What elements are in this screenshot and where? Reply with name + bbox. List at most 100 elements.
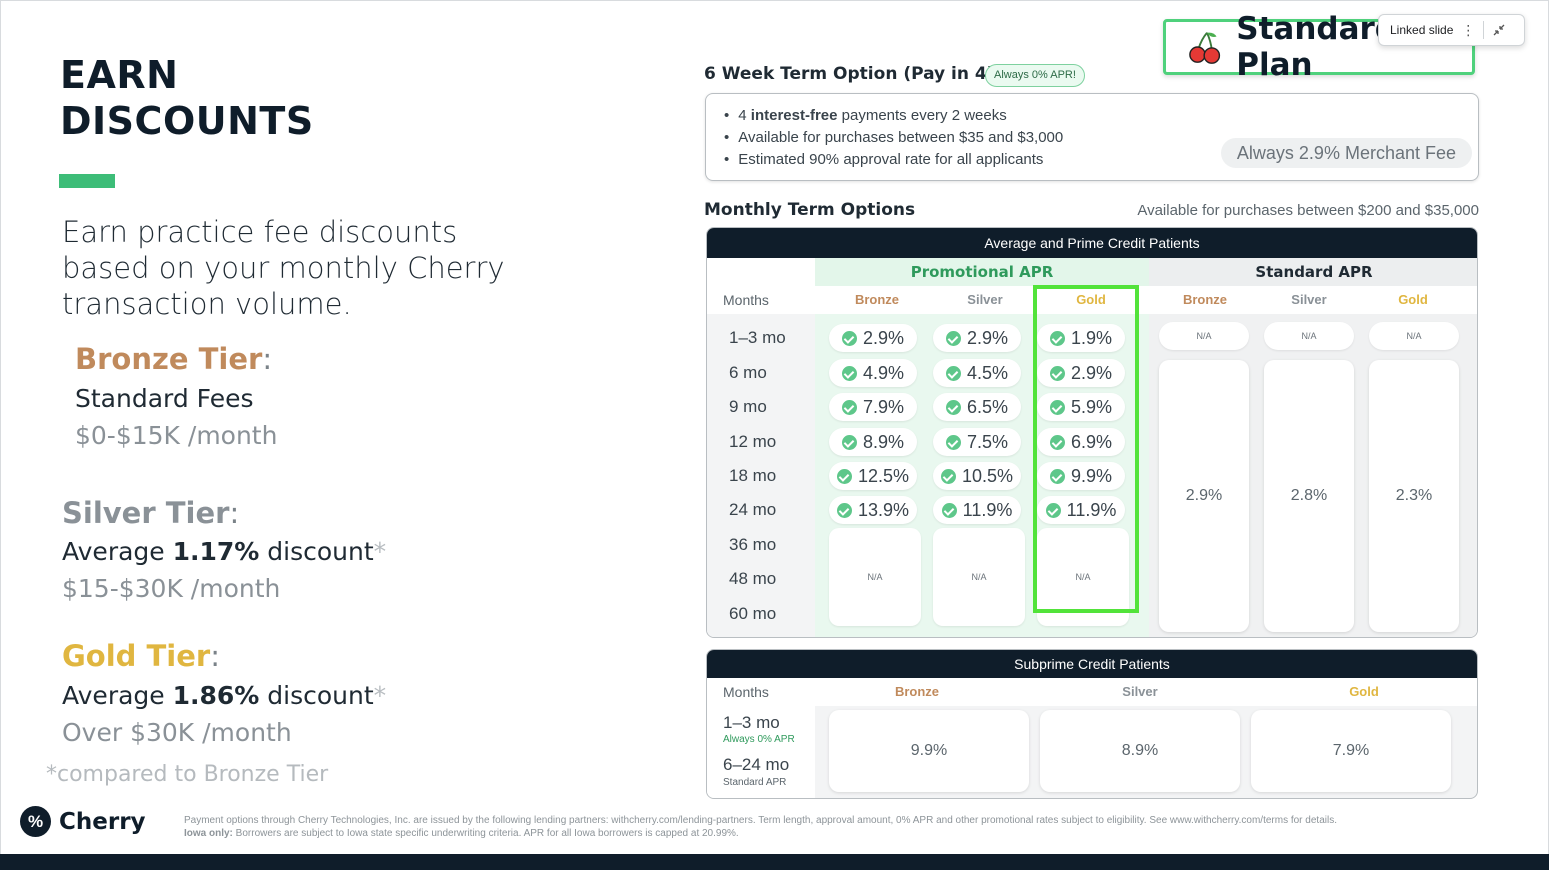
check-icon — [945, 365, 961, 381]
check-icon — [1045, 502, 1061, 518]
subprime-row2-month: 6–24 mo — [723, 755, 790, 774]
check-icon — [841, 399, 857, 415]
subprime-silver-cell: 8.9% — [1040, 710, 1240, 792]
check-icon — [1049, 434, 1065, 450]
subprime-bronze-cell: 9.9% — [829, 710, 1029, 792]
standard-gold-cell: 2.3% — [1369, 360, 1459, 632]
rate-cell: 12.5% — [829, 462, 917, 490]
rate-cell: 2.9% — [829, 324, 917, 352]
rate-cell: 7.9% — [829, 393, 917, 421]
check-icon — [940, 468, 956, 484]
rate-cell: 1.9% — [1037, 324, 1125, 352]
na-cell: N/A — [1264, 322, 1354, 350]
rate-cell: 11.9% — [933, 496, 1021, 524]
rate-cell: 6.5% — [933, 393, 1021, 421]
zero-apr-pill: Always 0% APR! — [985, 64, 1085, 87]
six-week-bullet-2: Available for purchases between $35 and … — [724, 127, 1063, 149]
cherry-logo: % Cherry — [20, 806, 146, 837]
promo-apr-header: Promotional APR — [815, 258, 1149, 286]
check-icon — [1049, 365, 1065, 381]
month-label: 24 mo — [729, 500, 777, 519]
promo-bronze-header: Bronze — [854, 292, 900, 307]
collapse-icon[interactable] — [1492, 23, 1506, 37]
check-icon — [836, 468, 852, 484]
logo-text: Cherry — [59, 808, 146, 835]
standard-silver-cell: 2.8% — [1264, 360, 1354, 632]
subprime-title: Subprime Credit Patients — [707, 650, 1477, 678]
month-label: 9 mo — [729, 397, 767, 416]
title-line-2: DISCOUNTS — [60, 99, 314, 143]
std-gold-header: Gold — [1398, 292, 1428, 307]
check-icon — [1049, 399, 1065, 415]
subprime-silver-header: Silver — [1122, 684, 1158, 699]
six-week-title: 6 Week Term Option (Pay in 4) — [704, 64, 995, 84]
title-line-1: EARN — [60, 53, 179, 97]
gold-column-highlight — [1033, 285, 1139, 613]
check-icon — [945, 399, 961, 415]
rate-cell: 7.5% — [933, 428, 1021, 456]
month-label: 1–3 mo — [729, 328, 786, 347]
subprime-row2-note: Standard APR — [723, 777, 787, 788]
check-icon — [841, 330, 857, 346]
check-icon — [841, 365, 857, 381]
rate-cell: 4.9% — [829, 359, 917, 387]
linked-slide-chip[interactable]: Linked slide ⋮ — [1378, 14, 1525, 46]
month-label: 48 mo — [729, 569, 777, 588]
percent-icon: % — [20, 806, 51, 837]
chip-divider — [1483, 21, 1485, 39]
check-icon — [1049, 468, 1065, 484]
check-icon — [1049, 330, 1065, 346]
month-label: 6 mo — [729, 363, 767, 382]
standard-plan-badge: Standard Plan — [1163, 11, 1475, 83]
subprime-gold-cell: 7.9% — [1251, 710, 1451, 792]
check-icon — [941, 502, 957, 518]
intro-text: Earn practice fee discounts based on you… — [62, 215, 505, 321]
subprime-table: Subprime Credit Patients Months Bronze S… — [706, 649, 1478, 799]
silver-tier-discount: Average 1.17% discount* — [62, 537, 387, 566]
check-icon — [841, 434, 857, 450]
six-week-bullet-3: Estimated 90% approval rate for all appl… — [724, 149, 1063, 171]
rate-cell: 10.5% — [933, 462, 1021, 490]
na-cell: N/A — [1369, 322, 1459, 350]
rate-cell: 4.5% — [933, 359, 1021, 387]
rate-cell: 9.9% — [1037, 462, 1125, 490]
merchant-fee-badge: Always 2.9% Merchant Fee — [1220, 138, 1472, 168]
subprime-months-header: Months — [723, 684, 769, 700]
more-options-icon[interactable]: ⋮ — [1461, 21, 1476, 38]
bronze-tier-heading: Bronze Tier: — [75, 342, 273, 376]
six-week-bullet-1: 4 interest-free payments every 2 weeks — [724, 105, 1063, 127]
std-bronze-header: Bronze — [1182, 292, 1228, 307]
standard-apr-header: Standard APR — [1149, 258, 1477, 286]
subprime-row1-note: Always 0% APR — [723, 734, 795, 745]
check-icon — [836, 502, 852, 518]
subprime-bronze-header: Bronze — [894, 684, 940, 699]
rate-cell: 13.9% — [829, 496, 917, 524]
subprime-row1-month: 1–3 mo — [723, 713, 780, 732]
rate-cell: 6.9% — [1037, 428, 1125, 456]
plan-badge-label: Standard Plan — [1236, 11, 1397, 83]
rate-cell: 2.9% — [933, 324, 1021, 352]
page-title: EARN DISCOUNTS — [60, 52, 314, 144]
std-silver-header: Silver — [1291, 292, 1327, 307]
footnote: *compared to Bronze Tier — [46, 762, 329, 787]
prime-table: Average and Prime Credit Patients Promot… — [706, 227, 1478, 638]
gold-tier-heading: Gold Tier: — [62, 639, 220, 673]
silver-tier-range: $15-$30K /month — [62, 574, 281, 603]
na-cell: N/A — [933, 528, 1025, 626]
prime-table-title: Average and Prime Credit Patients — [707, 228, 1477, 258]
rate-cell: 5.9% — [1037, 393, 1125, 421]
month-label: 36 mo — [729, 535, 777, 554]
rate-cell: 8.9% — [829, 428, 917, 456]
monthly-title: Monthly Term Options — [704, 200, 916, 220]
bronze-tier-range: $0-$15K /month — [75, 421, 278, 450]
silver-tier-heading: Silver Tier: — [62, 496, 240, 530]
rate-cell: 11.9% — [1037, 496, 1125, 524]
six-week-box: 4 interest-free payments every 2 weeks A… — [705, 93, 1479, 181]
accent-bar — [59, 174, 115, 188]
cherry-icon — [1189, 32, 1221, 64]
monthly-availability: Available for purchases between $200 and… — [1137, 202, 1479, 219]
bronze-tier-fees: Standard Fees — [75, 384, 254, 413]
standard-bronze-cell: 2.9% — [1159, 360, 1249, 632]
linked-slide-label: Linked slide — [1390, 23, 1454, 37]
month-label: 60 mo — [729, 604, 777, 623]
